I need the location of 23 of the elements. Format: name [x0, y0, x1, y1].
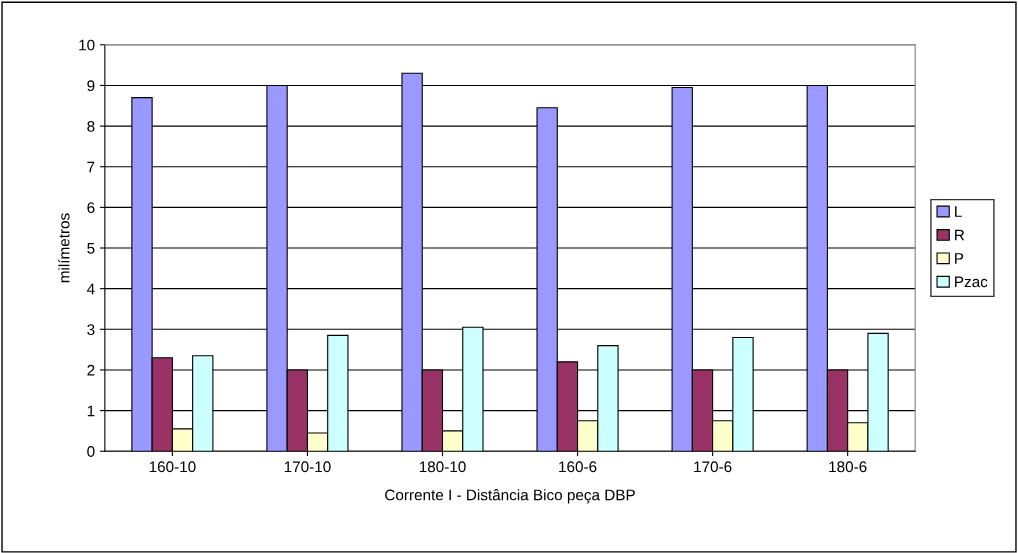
x-tick-label: 170-6	[694, 461, 732, 473]
legend-label: P	[955, 253, 964, 264]
y-tick-label: 2	[87, 364, 95, 376]
y-tick-label: 4	[86, 283, 95, 295]
x-tick-label: 180-6	[829, 461, 867, 473]
y-tick-label: 10	[79, 39, 95, 51]
x-tick-label: 180-10	[419, 461, 466, 473]
y-tick-label: 1	[87, 405, 95, 417]
x-tick-label: 160-6	[559, 461, 597, 473]
y-tick-label: 8	[87, 120, 95, 132]
legend-label: L	[955, 206, 962, 217]
y-tick-label: 3	[87, 324, 95, 335]
y-tick-label: 5	[87, 243, 95, 254]
x-axis-title: Corrente I - Distância Bico peça DBP	[385, 489, 635, 504]
y-tick-label: 6	[87, 202, 95, 214]
y-tick-label: 0	[87, 446, 95, 457]
legend-label: R	[955, 229, 965, 241]
x-tick-label: 170-10	[284, 461, 331, 473]
x-tick-label: 160-10	[149, 461, 196, 473]
legend-label: Pzac	[955, 276, 988, 288]
y-axis-title: milímetros	[58, 213, 70, 283]
y-tick-label: 9	[87, 80, 95, 92]
y-tick-label: 7	[87, 161, 95, 173]
